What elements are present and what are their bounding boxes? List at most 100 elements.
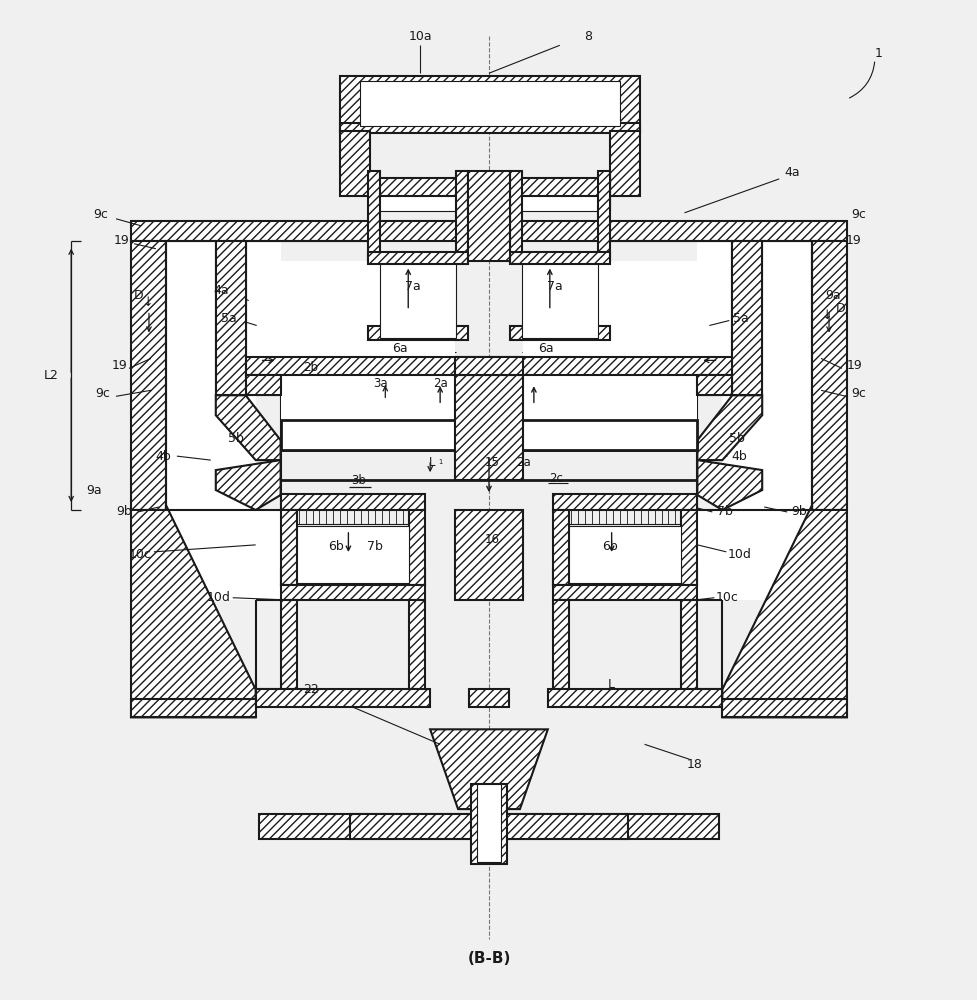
Text: 4a: 4a	[784, 166, 799, 179]
Polygon shape	[340, 123, 639, 133]
Polygon shape	[722, 699, 846, 717]
Text: $_1$: $_1$	[438, 457, 444, 467]
Polygon shape	[350, 814, 627, 839]
Polygon shape	[258, 814, 719, 839]
Text: 3a: 3a	[372, 377, 387, 390]
Bar	[722, 330, 811, 510]
Polygon shape	[368, 326, 468, 340]
Bar	[280, 420, 697, 450]
Bar	[370, 196, 609, 211]
Polygon shape	[280, 494, 425, 510]
Text: 9b: 9b	[116, 505, 132, 518]
Text: D: D	[134, 289, 144, 302]
Bar	[166, 510, 280, 600]
Bar	[166, 241, 216, 510]
Bar	[245, 241, 280, 375]
Polygon shape	[454, 375, 523, 480]
Polygon shape	[509, 326, 609, 340]
Text: 1: 1	[874, 47, 882, 60]
Bar	[360, 81, 619, 126]
Text: 19: 19	[846, 359, 862, 372]
Polygon shape	[468, 171, 509, 261]
Bar	[280, 360, 454, 450]
Text: 19: 19	[113, 234, 129, 247]
Text: 10a: 10a	[408, 30, 432, 43]
Text: 4a: 4a	[213, 284, 229, 297]
Polygon shape	[811, 241, 846, 510]
Polygon shape	[408, 510, 425, 585]
Text: 8: 8	[583, 30, 591, 43]
Text: 4b: 4b	[731, 450, 746, 463]
Text: 4b: 4b	[155, 450, 171, 463]
Polygon shape	[454, 510, 523, 600]
Text: ↓: ↓	[821, 309, 831, 322]
Polygon shape	[697, 375, 732, 395]
Bar	[380, 264, 455, 338]
Text: 9c: 9c	[851, 387, 866, 400]
Polygon shape	[255, 689, 430, 707]
Polygon shape	[469, 689, 508, 707]
Polygon shape	[216, 460, 280, 510]
Bar	[477, 784, 500, 862]
Polygon shape	[216, 241, 245, 395]
Text: L: L	[429, 456, 435, 469]
Text: 6b: 6b	[601, 540, 616, 553]
Bar	[166, 241, 216, 395]
Polygon shape	[408, 600, 425, 689]
Text: 6a: 6a	[392, 342, 407, 355]
Polygon shape	[552, 585, 697, 600]
Polygon shape	[131, 505, 255, 717]
Text: 18: 18	[686, 758, 701, 771]
Bar	[523, 261, 697, 375]
Polygon shape	[732, 241, 761, 395]
Text: 5a: 5a	[733, 312, 748, 325]
Polygon shape	[280, 585, 425, 600]
Text: 10c: 10c	[715, 591, 738, 604]
Polygon shape	[609, 131, 639, 196]
Polygon shape	[597, 171, 609, 261]
Text: 10c: 10c	[128, 548, 151, 561]
Polygon shape	[552, 569, 697, 585]
Text: L2: L2	[44, 369, 59, 382]
Polygon shape	[547, 689, 722, 707]
Polygon shape	[722, 505, 846, 717]
Text: 9c: 9c	[96, 387, 110, 400]
Polygon shape	[370, 178, 609, 196]
Text: 9a: 9a	[86, 484, 102, 497]
Polygon shape	[454, 357, 523, 375]
Bar	[569, 526, 681, 583]
Polygon shape	[509, 252, 609, 264]
Polygon shape	[245, 375, 280, 395]
Text: 10d: 10d	[727, 548, 750, 561]
Text: 9a: 9a	[825, 289, 840, 302]
Polygon shape	[552, 494, 697, 510]
Polygon shape	[509, 171, 522, 261]
Bar	[761, 241, 811, 395]
Text: 7b: 7b	[367, 540, 383, 553]
Text: 7a: 7a	[546, 280, 562, 293]
Text: 3b: 3b	[351, 474, 365, 487]
Polygon shape	[681, 510, 697, 585]
Polygon shape	[697, 395, 761, 460]
Polygon shape	[430, 729, 547, 809]
Text: 5a: 5a	[221, 312, 236, 325]
Polygon shape	[131, 241, 166, 510]
Text: 2b: 2b	[303, 361, 318, 374]
Polygon shape	[131, 699, 255, 717]
Polygon shape	[131, 221, 846, 241]
Polygon shape	[340, 76, 639, 131]
Text: 5b: 5b	[228, 432, 243, 445]
Polygon shape	[697, 460, 761, 510]
Text: 6b: 6b	[328, 540, 344, 553]
Polygon shape	[455, 171, 468, 261]
Text: 10d: 10d	[206, 591, 231, 604]
Polygon shape	[552, 600, 569, 689]
Bar	[522, 264, 597, 338]
Bar	[697, 510, 811, 600]
Text: 19: 19	[845, 234, 861, 247]
Polygon shape	[368, 252, 468, 264]
Bar	[280, 261, 454, 375]
Bar	[697, 241, 732, 375]
Text: 9c: 9c	[94, 208, 108, 221]
Polygon shape	[471, 784, 506, 864]
